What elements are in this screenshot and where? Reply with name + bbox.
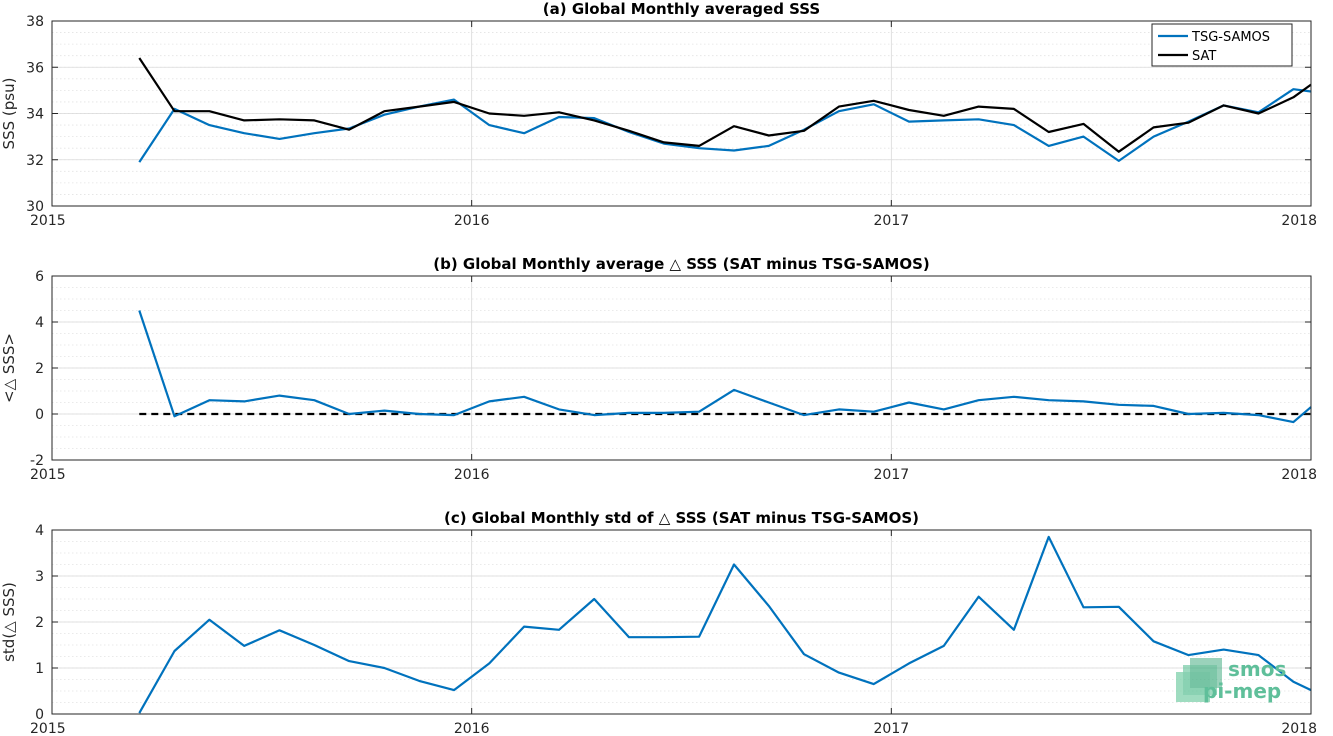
y-tick-label: 38 — [26, 14, 44, 30]
y-tick-label: 4 — [35, 315, 44, 331]
x-tick-label: 2018 — [1281, 721, 1317, 736]
chart-title: (a) Global Monthly averaged SSS — [543, 0, 820, 18]
y-axis-label: SSS (psu) — [0, 78, 18, 150]
legend-label: SAT — [1192, 49, 1216, 64]
legend: TSG-SAMOS SAT — [1151, 23, 1293, 67]
y-tick-label: 4 — [35, 523, 44, 539]
panel-b: -2 0 2 4 6 2015 2016 2017 2018 (b) Global Monthly… — [0, 255, 1317, 483]
y-tick-label: 2 — [35, 361, 44, 377]
x-tick-label: 2016 — [454, 467, 490, 483]
series-line-tsg-samos — [138, 88, 1312, 163]
y-axis-label: std(△ SSS) — [0, 582, 18, 662]
x-tick-label: 2015 — [30, 721, 66, 736]
y-tick-label: 36 — [26, 60, 44, 76]
x-tick-label: 2018 — [1281, 467, 1317, 483]
panel-c: 0 1 2 3 4 2015 2016 2017 2018 (c) Global Monthly … — [0, 509, 1317, 736]
logo-text-line2: pi-mep — [1203, 679, 1281, 703]
series-line-0 — [138, 535, 1312, 714]
legend-box — [1151, 23, 1293, 67]
x-tick-label: 2017 — [874, 721, 910, 736]
y-tick-label: 2 — [35, 615, 44, 631]
y-tick-label: 0 — [35, 707, 44, 723]
y-tick-label: 3 — [35, 569, 44, 585]
y-tick-label: 6 — [35, 269, 44, 285]
x-tick-label: 2017 — [874, 213, 910, 229]
y-tick-label: 34 — [26, 107, 44, 123]
x-tick-label: 2018 — [1281, 213, 1317, 229]
series-line-0 — [138, 310, 1312, 424]
y-tick-label: 30 — [26, 199, 44, 215]
panel-a: 30 32 34 36 38 2015 2016 2017 2018 (a) Global Mon… — [0, 0, 1317, 229]
y-axis-label: <△ SSS> — [0, 333, 18, 403]
y-tick-label: 0 — [35, 407, 44, 423]
x-tick-label: 2015 — [30, 213, 66, 229]
smos-pi-mep-logo: smos pi-mep — [1176, 657, 1286, 703]
y-tick-label: 1 — [35, 661, 44, 677]
x-tick-label: 2015 — [30, 467, 66, 483]
logo-mark-icon — [1176, 658, 1222, 702]
x-tick-label: 2017 — [874, 467, 910, 483]
y-tick-label: -2 — [30, 453, 44, 469]
y-tick-label: 32 — [26, 153, 44, 169]
x-tick-label: 2016 — [454, 721, 490, 736]
x-tick-label: 2016 — [454, 213, 490, 229]
series-line-sat — [138, 57, 1312, 153]
chart-title: (c) Global Monthly std of △ SSS (SAT min… — [444, 509, 919, 527]
legend-label: TSG-SAMOS — [1191, 30, 1270, 45]
chart-title: (b) Global Monthly average △ SSS (SAT mi… — [433, 255, 929, 273]
logo-text-line1: smos — [1228, 657, 1286, 681]
